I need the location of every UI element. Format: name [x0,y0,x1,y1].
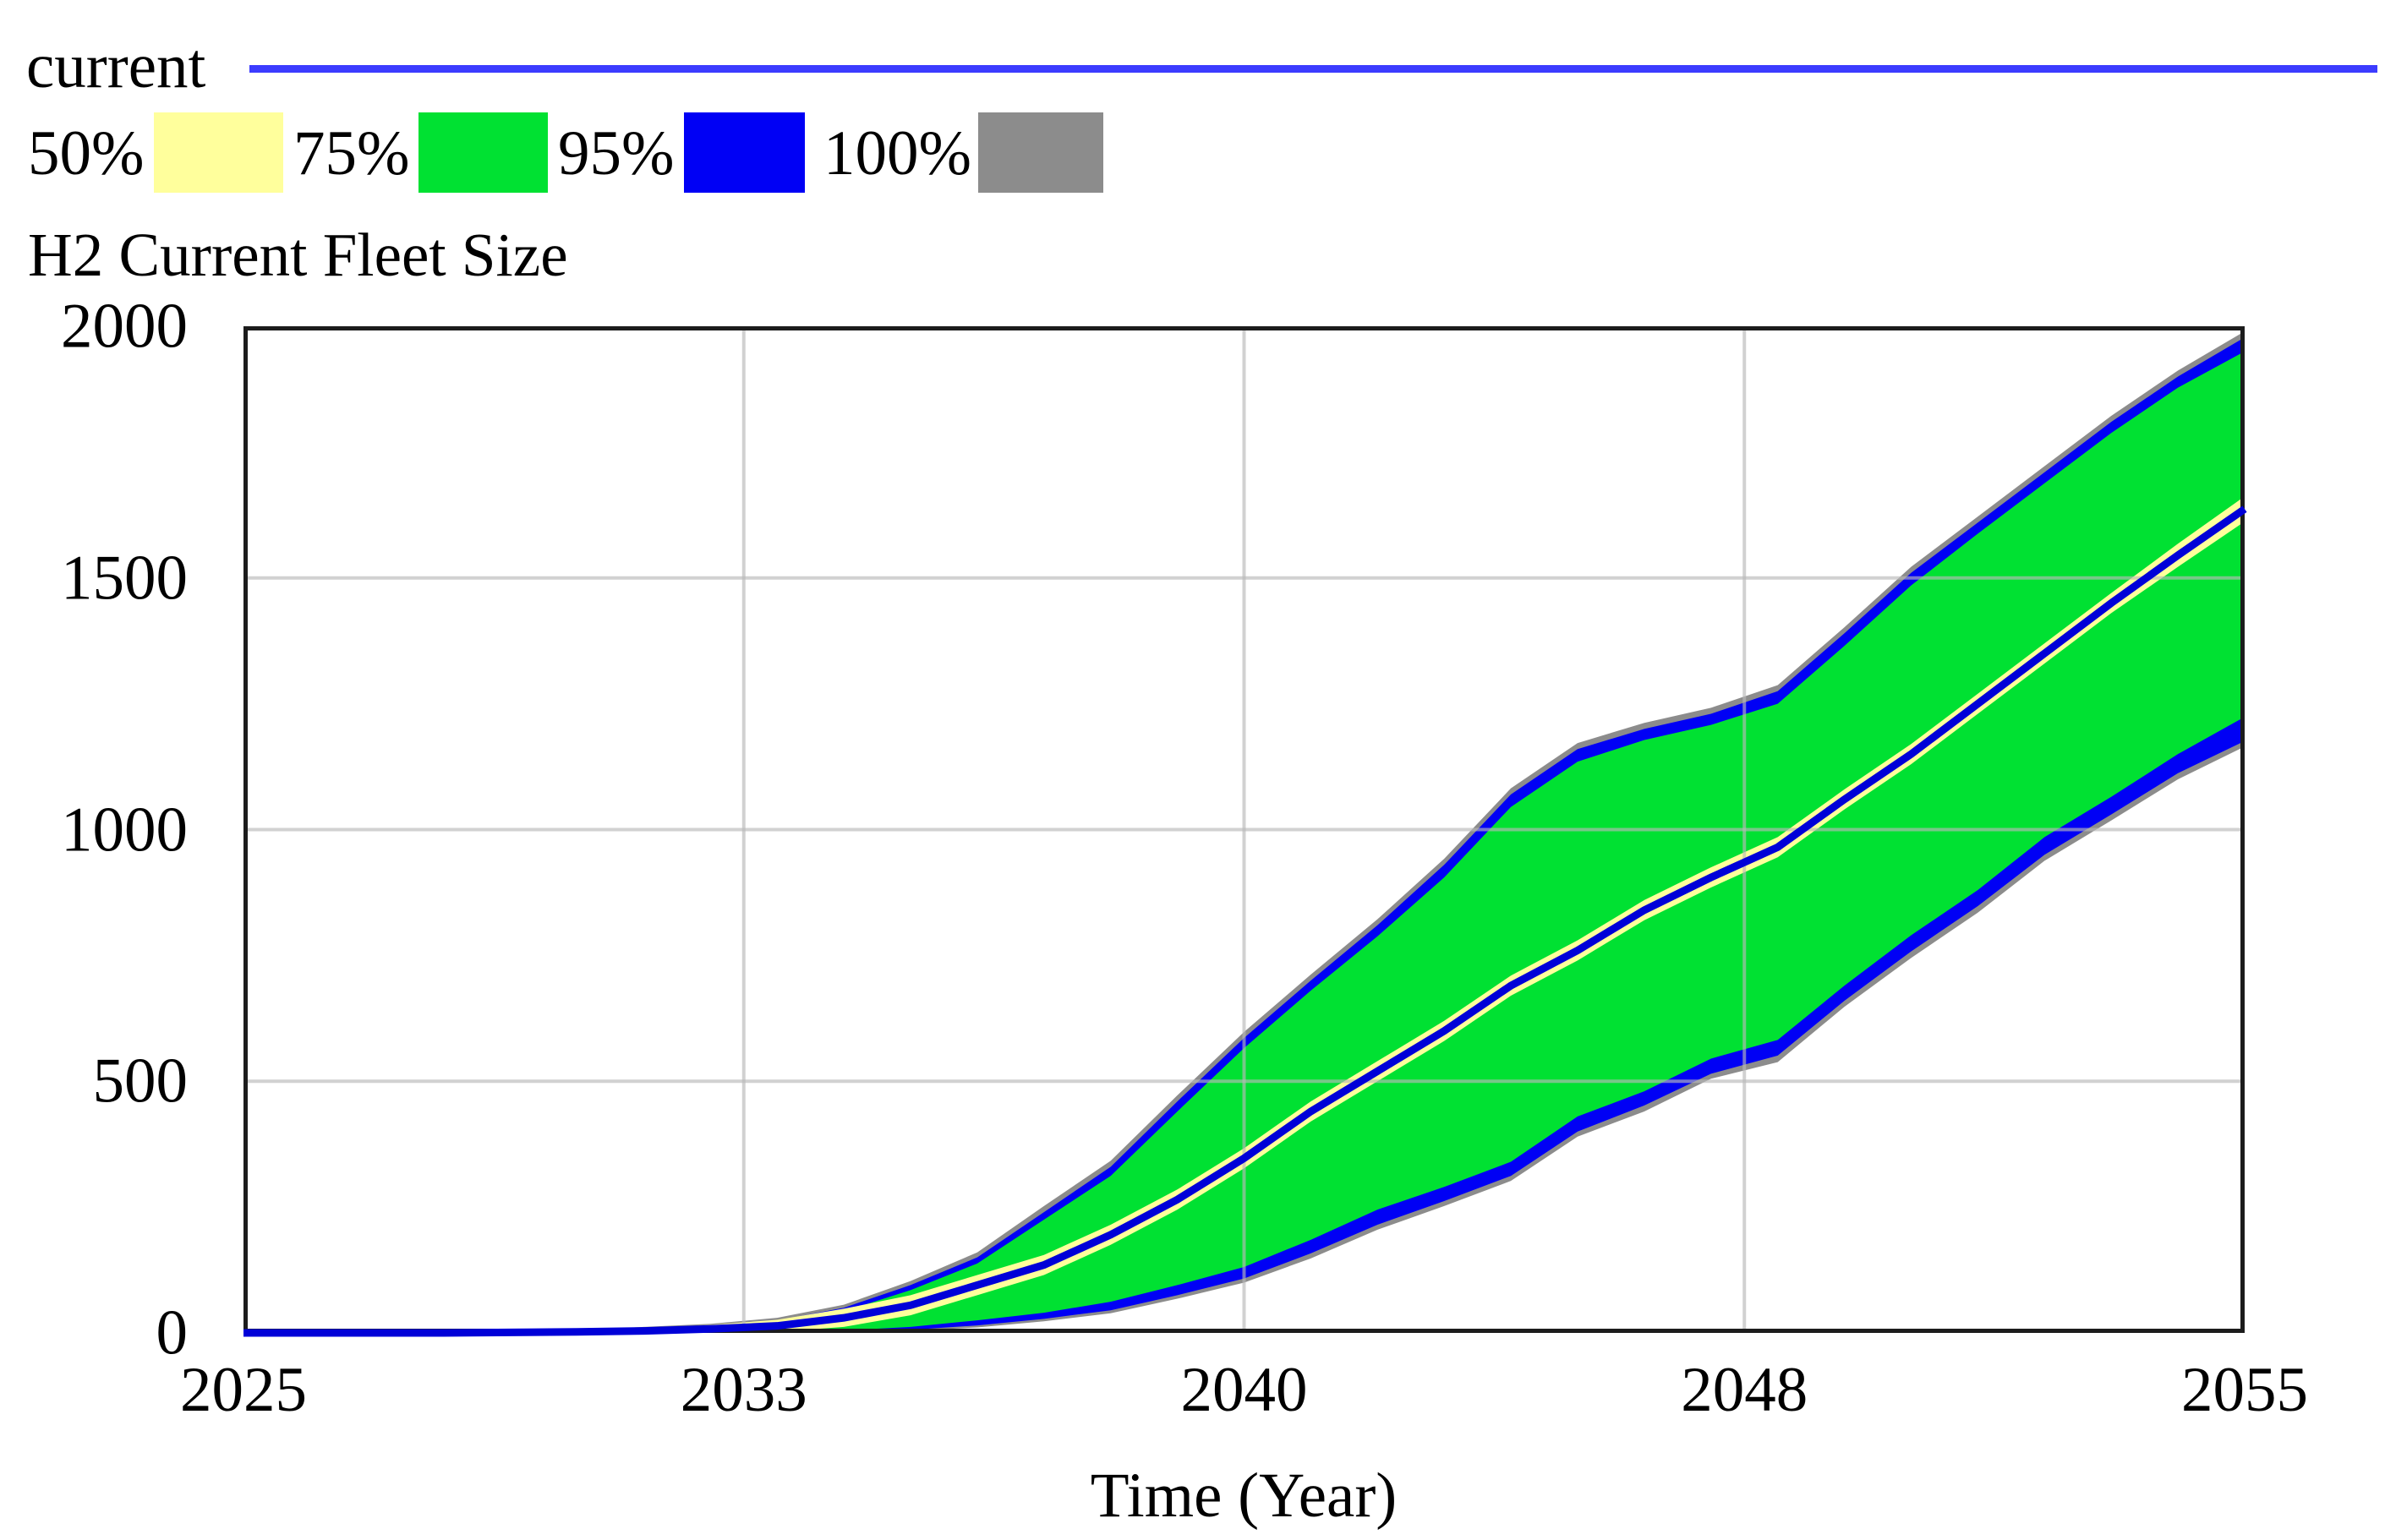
gridlines [243,326,2245,1333]
legend-50-swatch [154,112,283,193]
x-tick-label: 2040 [1180,1355,1308,1425]
y-tick-label: 2000 [61,291,188,362]
legend-100-swatch [978,112,1103,193]
y-tick-label: 1000 [61,795,188,865]
chart-title: H2 Current Fleet Size [28,221,568,289]
y-tick-label: 0 [156,1297,189,1368]
current-run-line [243,505,2247,1337]
legend-95-label: 95% [558,118,675,188]
legend-95-swatch [684,112,805,193]
y-tick-label: 1500 [61,543,188,614]
legend-75-swatch [418,112,548,193]
plot-border [243,326,2245,1333]
legend-current-label: current [26,31,206,101]
legend-50-label: 50% [28,118,145,188]
legend-current-line-swatch [249,65,2377,73]
legend-100-label: 100% [823,118,971,188]
x-tick-label: 2055 [2181,1355,2308,1425]
y-tick-label: 500 [92,1046,189,1117]
x-tick-label: 2025 [180,1355,307,1425]
x-tick-label: 2033 [680,1355,807,1425]
x-axis-title: Time (Year) [1090,1461,1398,1531]
plot-area [243,326,2247,1337]
legend-75-label: 75% [293,118,410,188]
x-tick-label: 2048 [1681,1355,1808,1425]
